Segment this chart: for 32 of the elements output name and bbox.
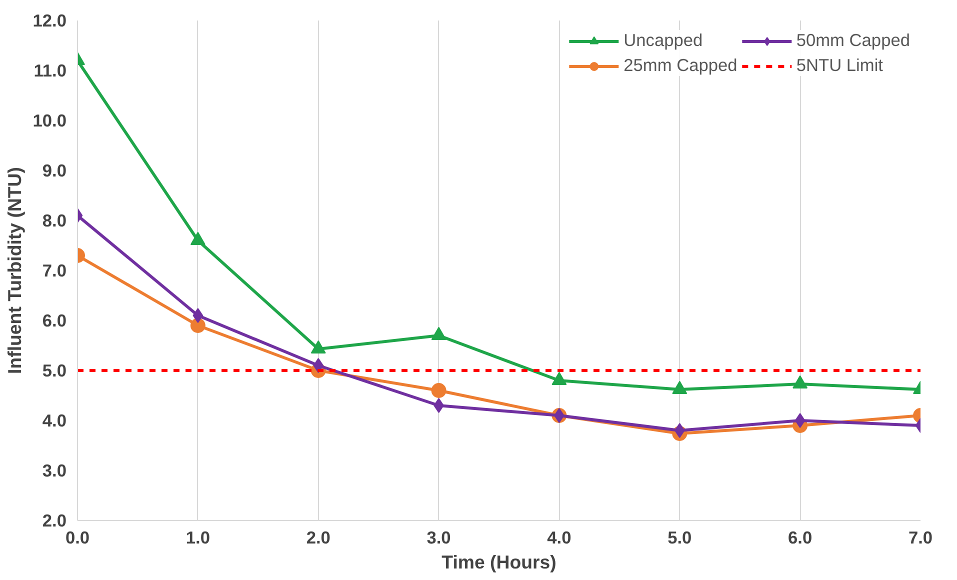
y-tick-label: 2.0 bbox=[42, 510, 67, 530]
x-tick-label: 6.0 bbox=[788, 528, 812, 548]
point bbox=[192, 308, 204, 323]
legend-label: 50mm Capped bbox=[796, 30, 910, 51]
y-tick-label: 6.0 bbox=[42, 310, 67, 330]
x-tick-label: 3.0 bbox=[426, 528, 451, 548]
point bbox=[674, 423, 685, 438]
y-tick-label: 10.0 bbox=[32, 110, 67, 130]
point bbox=[434, 398, 444, 413]
point bbox=[313, 358, 324, 373]
x-tick-label: 1.0 bbox=[186, 528, 210, 548]
y-tick-label: 9.0 bbox=[42, 160, 67, 180]
y-tick-label: 5.0 bbox=[42, 360, 67, 380]
point bbox=[190, 318, 206, 333]
y-tick-label: 12.0 bbox=[32, 10, 67, 30]
x-tick-label: 5.0 bbox=[668, 528, 692, 548]
legend-label: 5NTU Limit bbox=[796, 55, 884, 76]
x-tick-label: 4.0 bbox=[547, 528, 572, 548]
x-tick-label: 7.0 bbox=[908, 528, 933, 548]
legend-label: Uncapped bbox=[624, 30, 704, 51]
point bbox=[431, 383, 446, 398]
x-axis-title: Time (Hours) bbox=[442, 552, 556, 572]
y-tick-label: 4.0 bbox=[42, 410, 67, 430]
y-tick-label: 3.0 bbox=[42, 460, 67, 480]
point bbox=[794, 413, 806, 428]
y-tick-label: 11.0 bbox=[34, 60, 67, 80]
y-tick-label: 8.0 bbox=[42, 210, 67, 230]
x-tick-label: 2.0 bbox=[306, 528, 330, 548]
x-tick-label: 0.0 bbox=[65, 528, 90, 548]
y-tick-label: 7.0 bbox=[42, 260, 67, 280]
y-axis-title: Influent Turbidity (NTU) bbox=[4, 167, 25, 374]
legend-label: 25mm Capped bbox=[624, 55, 738, 76]
